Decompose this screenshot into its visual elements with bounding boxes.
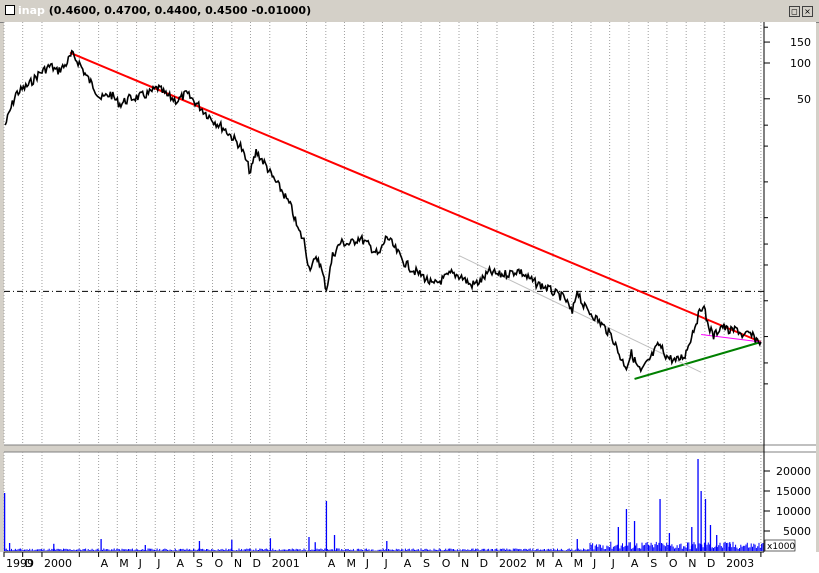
x-tick-label: O [442, 557, 451, 570]
price-y-axis: 150 100 50 [764, 26, 811, 385]
x-tick-label: 2000 [44, 557, 72, 570]
trendline [634, 341, 762, 380]
x-tick-label: S [423, 557, 430, 570]
quote-values: (0.4600, 0.4700, 0.4400, 0.4500 -0.01000… [44, 4, 312, 17]
x-tick-label: O [215, 557, 224, 570]
volume-tick-label: 5000 [783, 525, 811, 538]
x-tick-label: J [611, 557, 615, 570]
volume-y-axis: 20000 15000 10000 5000 [764, 465, 811, 538]
price-line [4, 49, 762, 374]
x-tick-label: M [119, 557, 129, 570]
x-tick-label: M [346, 557, 356, 570]
x-tick-label: J [365, 557, 369, 570]
y-tick-label: 100 [790, 57, 811, 70]
x-tick-label: M [574, 557, 584, 570]
volume-unit-label: x1000 [767, 542, 796, 552]
trendlines [69, 51, 762, 380]
x-tick-label: M [536, 557, 546, 570]
window-system-icon[interactable] [5, 5, 15, 15]
volume-tick-label: 10000 [776, 505, 811, 518]
volume-panel [4, 452, 764, 552]
x-tick-label: D [707, 557, 715, 570]
y-tick-label: 50 [797, 93, 811, 106]
x-tick-label: 1999 [6, 557, 34, 570]
x-tick-label: S [650, 557, 657, 570]
ticker-symbol: inap [18, 4, 45, 17]
x-tick-label: S [196, 557, 203, 570]
volume-tick-label: 20000 [776, 465, 811, 478]
x-tick-label: D [25, 557, 33, 570]
x-tick-label: 2002 [499, 557, 527, 570]
price-series [4, 49, 762, 374]
x-tick-label: A [404, 557, 412, 570]
y-tick-label: 150 [790, 36, 811, 49]
window-title-bar: inap (0.4600, 0.4700, 0.4400, 0.4500 -0.… [0, 0, 819, 23]
unit-box [764, 539, 796, 552]
price-panel [4, 22, 764, 445]
trendline [458, 255, 702, 373]
x-tick-label: A [177, 557, 185, 570]
volume-series [3, 459, 764, 551]
x-tick-label: N [688, 557, 696, 570]
close-button[interactable]: ⨯ [802, 6, 813, 17]
x-tick-label: A [101, 557, 109, 570]
x-tick-label: D [480, 557, 488, 570]
x-tick-label: N [234, 557, 242, 570]
volume-tick-label: 15000 [776, 485, 811, 498]
x-tick-label: J [383, 557, 387, 570]
time-axis-strip [0, 552, 819, 573]
x-tick-label: J [156, 557, 160, 570]
x-tick-label: A [631, 557, 639, 570]
x-tick-label: 2003 [726, 557, 754, 570]
trendline [69, 51, 762, 343]
x-tick-label: N [461, 557, 469, 570]
restore-button[interactable]: ◻ [789, 6, 800, 17]
x-tick-label: A [555, 557, 563, 570]
volume-unit-box: x1000 [764, 539, 796, 552]
price-axis-strip [764, 22, 816, 552]
x-tick-label: 2001 [272, 557, 300, 570]
window-title: inap (0.4600, 0.4700, 0.4400, 0.4500 -0.… [18, 4, 311, 17]
x-tick-label: J [592, 557, 596, 570]
x-tick-label: O [669, 557, 678, 570]
trendline [701, 334, 761, 343]
x-tick-label: J [138, 557, 142, 570]
x-tick-label: D [252, 557, 260, 570]
x-tick-label: A [328, 557, 336, 570]
